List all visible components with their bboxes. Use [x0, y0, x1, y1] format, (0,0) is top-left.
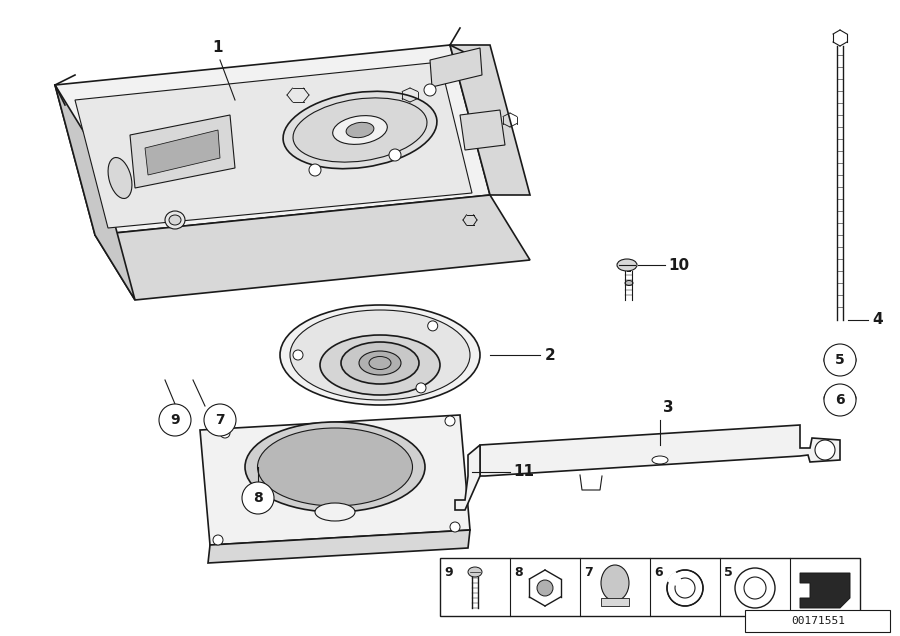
Circle shape — [389, 149, 401, 161]
Ellipse shape — [617, 259, 637, 271]
Text: 3: 3 — [663, 400, 673, 415]
Circle shape — [744, 577, 766, 599]
Circle shape — [445, 416, 455, 426]
Text: 4: 4 — [872, 312, 883, 328]
Circle shape — [204, 404, 236, 436]
Bar — [745, 610, 890, 632]
Text: 2: 2 — [545, 347, 556, 363]
Ellipse shape — [359, 351, 401, 375]
Circle shape — [537, 580, 553, 596]
Text: 7: 7 — [215, 413, 225, 427]
Bar — [440, 558, 860, 616]
Polygon shape — [480, 425, 840, 476]
Circle shape — [815, 440, 835, 460]
Text: 9: 9 — [170, 413, 180, 427]
Polygon shape — [208, 530, 470, 563]
Text: 5: 5 — [835, 353, 845, 367]
Polygon shape — [455, 445, 480, 510]
Ellipse shape — [108, 158, 132, 198]
Polygon shape — [95, 195, 530, 300]
Circle shape — [675, 578, 695, 598]
Circle shape — [834, 392, 846, 404]
Polygon shape — [460, 110, 505, 150]
Text: 5: 5 — [724, 566, 733, 579]
Ellipse shape — [824, 389, 856, 407]
Ellipse shape — [601, 565, 629, 601]
Text: 6: 6 — [835, 393, 845, 407]
Ellipse shape — [165, 211, 185, 229]
Ellipse shape — [346, 122, 374, 137]
Polygon shape — [450, 45, 530, 195]
Polygon shape — [430, 48, 482, 87]
Circle shape — [220, 428, 230, 438]
Text: 9: 9 — [444, 566, 453, 579]
Ellipse shape — [280, 305, 480, 405]
Polygon shape — [130, 115, 235, 188]
Circle shape — [428, 321, 437, 331]
Ellipse shape — [320, 335, 440, 395]
Ellipse shape — [284, 92, 436, 169]
Ellipse shape — [257, 428, 412, 506]
Polygon shape — [55, 85, 135, 300]
Circle shape — [824, 344, 856, 376]
Ellipse shape — [315, 503, 355, 521]
Ellipse shape — [832, 355, 848, 365]
Ellipse shape — [290, 310, 470, 400]
Text: 7: 7 — [584, 566, 593, 579]
Circle shape — [293, 350, 303, 360]
Ellipse shape — [341, 342, 419, 384]
Circle shape — [242, 482, 274, 514]
Ellipse shape — [369, 357, 391, 370]
Text: 00171551: 00171551 — [791, 616, 845, 626]
Ellipse shape — [333, 116, 387, 144]
Text: 11: 11 — [513, 464, 534, 480]
Ellipse shape — [824, 351, 856, 369]
Ellipse shape — [293, 98, 427, 162]
Text: 8: 8 — [253, 491, 263, 505]
Ellipse shape — [652, 456, 668, 464]
Polygon shape — [800, 573, 850, 608]
Circle shape — [824, 384, 856, 416]
Text: 8: 8 — [514, 566, 523, 579]
Bar — [601, 598, 629, 606]
Circle shape — [450, 522, 460, 532]
Circle shape — [309, 164, 321, 176]
Wedge shape — [668, 572, 685, 588]
Text: 1: 1 — [212, 40, 223, 55]
Circle shape — [213, 535, 223, 545]
Text: 6: 6 — [654, 566, 662, 579]
Ellipse shape — [169, 215, 181, 225]
Text: 10: 10 — [668, 258, 689, 272]
Polygon shape — [200, 415, 470, 545]
Polygon shape — [145, 130, 220, 175]
Circle shape — [424, 84, 436, 96]
Ellipse shape — [625, 280, 633, 286]
Circle shape — [159, 404, 191, 436]
Polygon shape — [55, 45, 490, 235]
Circle shape — [416, 383, 426, 393]
Ellipse shape — [245, 422, 425, 512]
Ellipse shape — [468, 567, 482, 577]
Polygon shape — [75, 62, 472, 228]
